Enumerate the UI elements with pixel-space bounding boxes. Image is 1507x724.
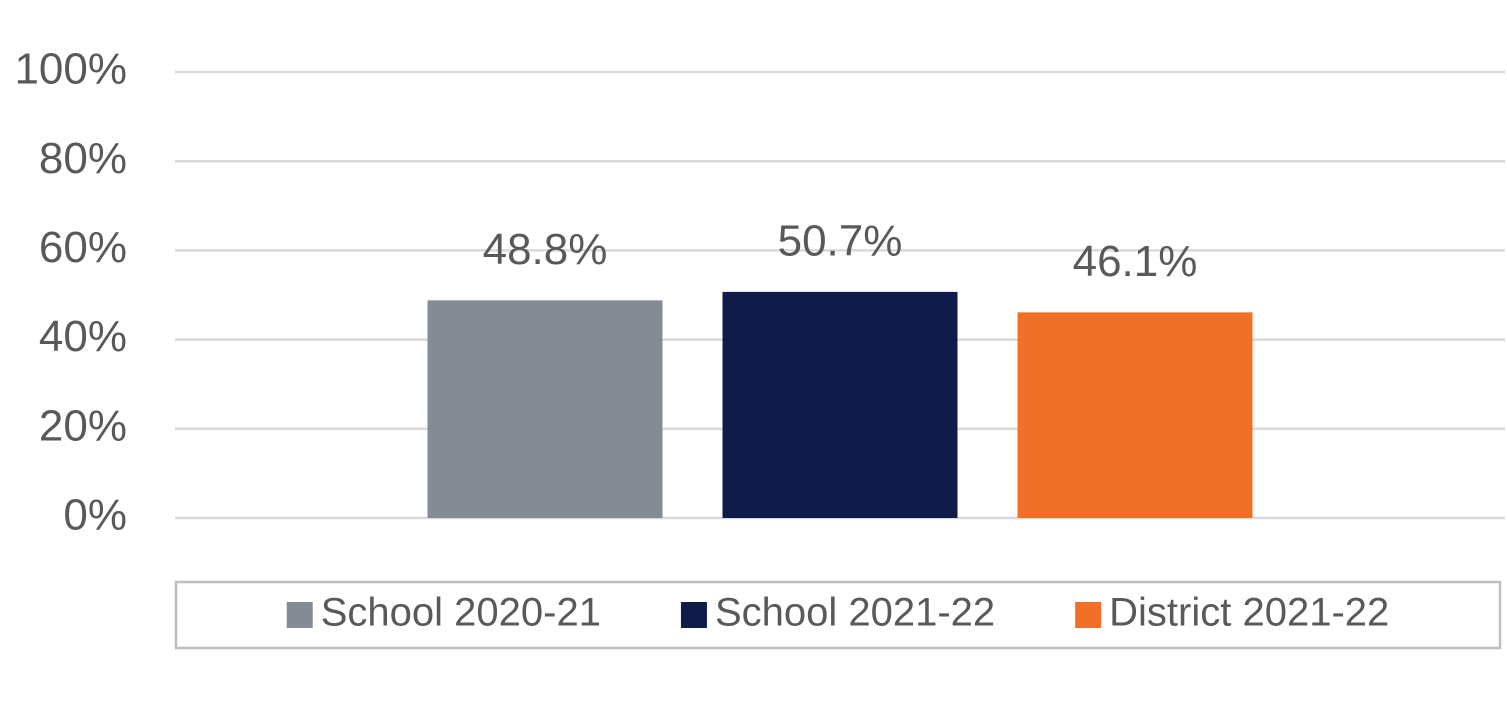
y-tick-label: 40% xyxy=(39,312,127,361)
legend-label: School 2021-22 xyxy=(715,591,995,635)
y-tick-label: 60% xyxy=(39,223,127,272)
legend-swatch xyxy=(680,602,707,628)
y-tick-label: 20% xyxy=(39,401,127,450)
bar xyxy=(1017,312,1253,518)
legend-swatch xyxy=(286,602,313,628)
legend-swatch xyxy=(1075,602,1102,628)
bar xyxy=(722,291,958,518)
y-tick-label: 0% xyxy=(63,491,127,540)
legend-label: School 2020-21 xyxy=(321,591,601,635)
value-label: 50.7% xyxy=(778,217,903,266)
legend-label: District 2021-22 xyxy=(1109,591,1389,635)
y-tick-label: 80% xyxy=(39,134,127,183)
bar xyxy=(427,300,663,518)
legend-box xyxy=(174,580,1502,650)
value-label: 46.1% xyxy=(1073,237,1198,286)
value-label: 48.8% xyxy=(483,225,608,274)
y-tick-label: 100% xyxy=(14,45,127,94)
